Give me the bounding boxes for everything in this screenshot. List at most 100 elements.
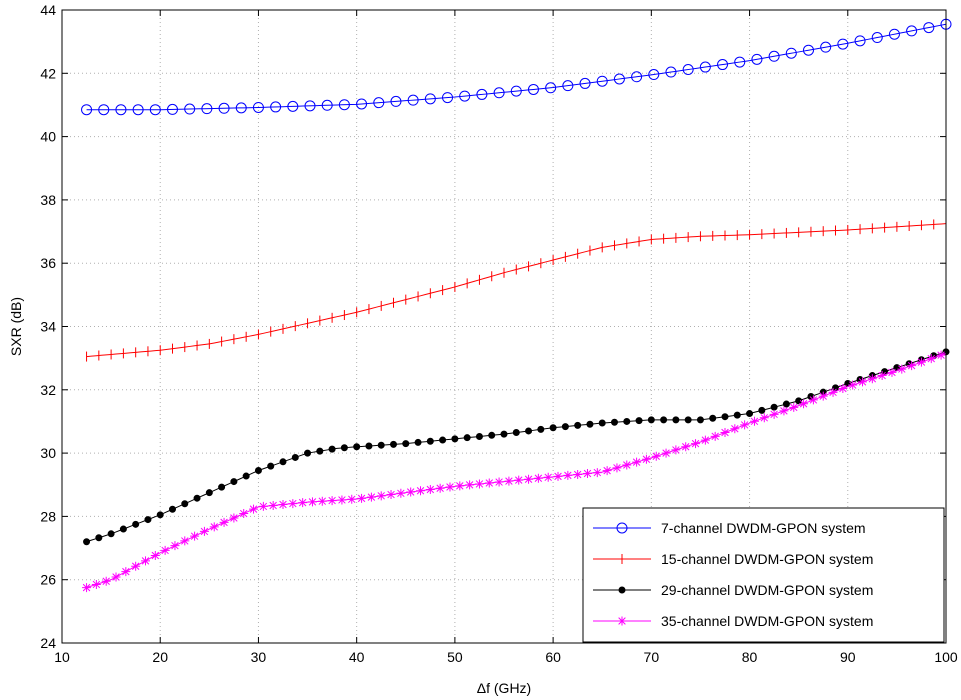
- data-point-shape: [156, 511, 164, 519]
- data-point: [132, 104, 144, 116]
- data-point-shape: [582, 469, 592, 479]
- data-point-shape: [553, 471, 563, 481]
- data-point: [81, 104, 93, 116]
- data-point: [592, 468, 602, 478]
- data-point-shape: [888, 28, 900, 40]
- data-point-shape: [648, 69, 660, 81]
- data-point: [340, 444, 348, 452]
- data-point-shape: [132, 104, 144, 116]
- data-point: [596, 75, 608, 87]
- data-point: [476, 88, 488, 100]
- data-point-shape: [307, 497, 317, 507]
- data-point-shape: [278, 500, 288, 510]
- data-point: [553, 471, 563, 481]
- data-point: [623, 417, 631, 425]
- data-point: [740, 420, 750, 430]
- data-point: [414, 438, 422, 446]
- data-point: [661, 448, 671, 458]
- data-point: [923, 22, 935, 34]
- legend-entry: 35-channel DWDM-GPON system: [593, 613, 873, 629]
- data-point: [406, 487, 416, 497]
- data-point-shape: [717, 59, 729, 71]
- data-point: [249, 504, 259, 514]
- data-point: [665, 66, 677, 78]
- data-point-shape: [907, 361, 917, 371]
- data-point: [218, 483, 226, 491]
- data-point-shape: [524, 474, 534, 484]
- data-point: [709, 414, 717, 422]
- data-point: [115, 104, 127, 116]
- data-point-shape: [298, 498, 308, 508]
- data-point: [239, 509, 249, 519]
- data-point: [160, 545, 170, 555]
- data-point: [730, 424, 740, 434]
- data-point-shape: [442, 92, 454, 104]
- data-point-shape: [696, 416, 704, 424]
- data-point-shape: [733, 411, 741, 419]
- data-point: [907, 361, 917, 371]
- data-point: [858, 377, 868, 387]
- data-point: [199, 526, 209, 536]
- data-point-shape: [488, 431, 496, 439]
- data-point-shape: [623, 417, 631, 425]
- data-point-shape: [545, 82, 557, 94]
- data-point-shape: [317, 496, 327, 506]
- data-point: [140, 556, 150, 566]
- data-point-shape: [740, 420, 750, 430]
- data-point: [291, 453, 299, 461]
- data-point-shape: [357, 493, 367, 503]
- data-point: [169, 505, 176, 513]
- data-point: [871, 32, 883, 44]
- data-point-shape: [340, 444, 348, 452]
- data-point: [407, 94, 419, 106]
- data-point: [684, 416, 692, 424]
- data-point-shape: [838, 384, 848, 394]
- data-point: [574, 421, 582, 429]
- data-point: [357, 493, 367, 503]
- x-tick-label: 30: [251, 649, 267, 665]
- data-point: [867, 374, 877, 384]
- data-point: [768, 50, 780, 62]
- x-tick-label: 100: [934, 649, 958, 665]
- data-point-shape: [533, 473, 543, 483]
- data-point: [696, 416, 704, 424]
- data-point: [402, 440, 410, 448]
- data-point-shape: [181, 500, 189, 508]
- data-point: [377, 441, 385, 449]
- data-point: [459, 90, 471, 102]
- data-point-shape: [858, 377, 868, 387]
- data-point: [484, 478, 494, 488]
- legend-entry: 29-channel DWDM-GPON system: [593, 582, 873, 598]
- series-layer: [81, 18, 952, 593]
- data-point-shape: [111, 572, 121, 582]
- data-point: [111, 572, 121, 582]
- x-tick-label: 90: [840, 649, 856, 665]
- legend: 7-channel DWDM-GPON system 15-channel DWD…: [582, 507, 945, 643]
- data-point: [229, 513, 239, 523]
- data-point-shape: [586, 420, 594, 428]
- data-point-shape: [759, 413, 769, 423]
- data-point-shape: [749, 416, 759, 426]
- data-point-shape: [242, 472, 250, 480]
- data-point: [632, 457, 642, 467]
- data-point-shape: [219, 517, 229, 527]
- data-point-shape: [209, 522, 219, 532]
- y-tick-label: 38: [40, 192, 56, 208]
- data-point: [167, 103, 178, 115]
- data-point-shape: [475, 432, 483, 440]
- data-point-shape: [327, 496, 337, 506]
- data-point: [101, 576, 111, 586]
- data-point-shape: [665, 66, 677, 78]
- legend-label: 29-channel DWDM-GPON system: [661, 582, 873, 598]
- data-point-shape: [81, 104, 93, 116]
- data-point: [328, 445, 336, 453]
- data-point: [635, 417, 643, 425]
- data-point-shape: [439, 436, 447, 444]
- data-point: [373, 97, 385, 109]
- data-point: [561, 423, 569, 431]
- y-tick-label: 42: [40, 65, 56, 81]
- data-point: [699, 61, 711, 73]
- data-point-shape: [758, 406, 766, 414]
- data-point: [906, 25, 918, 37]
- data-point: [888, 28, 900, 40]
